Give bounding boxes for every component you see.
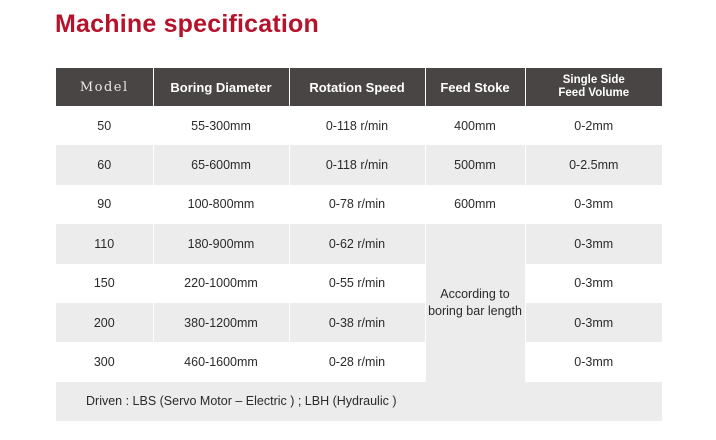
header-feed-volume-line2: Feed Volume (558, 87, 630, 99)
footer-driven-note: Driven : LBS (Servo Motor – Electric ) ;… (56, 381, 662, 422)
cell-boring-diameter: 55-300mm (153, 106, 290, 146)
cell-model: 110 (56, 224, 154, 264)
cell-boring-diameter: 65-600mm (153, 145, 290, 185)
cell-model: 50 (56, 106, 154, 146)
cell-rotation-speed: 0-55 r/min (289, 263, 426, 303)
cell-feed-volume: 0-2.5mm (525, 145, 662, 185)
table-row: 50 55-300mm 0-118 r/min 400mm 0-2mm (56, 106, 662, 146)
cell-boring-diameter: 460-1600mm (153, 342, 290, 382)
cell-boring-diameter: 380-1200mm (153, 302, 290, 343)
header-feed-volume-line1: Single Side (562, 74, 625, 86)
header-boring-diameter: Boring Diameter (153, 68, 290, 106)
header-feed-volume: Single Side Feed Volume (525, 68, 662, 106)
cell-rotation-speed: 0-28 r/min (289, 342, 426, 382)
cell-model: 150 (56, 263, 154, 303)
cell-rotation-speed: 0-38 r/min (289, 302, 426, 343)
table-row: 300 460-1600mm 0-28 r/min 0-3mm (56, 342, 662, 382)
table-row: 90 100-800mm 0-78 r/min 600mm 0-3mm (56, 184, 662, 225)
header-model: Model (56, 68, 154, 106)
cell-model: 90 (56, 184, 154, 225)
cell-model: 300 (56, 342, 154, 382)
cell-rotation-speed: 0-62 r/min (289, 224, 426, 264)
cell-feed-stoke: 600mm (425, 184, 526, 225)
cell-feed-volume: 0-3mm (525, 263, 662, 303)
cell-rotation-speed: 0-118 r/min (289, 145, 426, 185)
merged-feed-line1: According to (440, 286, 510, 301)
cell-feed-volume: 0-3mm (525, 342, 662, 382)
cell-rotation-speed: 0-78 r/min (289, 184, 426, 225)
spec-table: Model Boring Diameter Rotation Speed Fee… (56, 68, 662, 422)
header-feed-stoke: Feed Stoke (425, 68, 526, 106)
table-footer-row: Driven : LBS (Servo Motor – Electric ) ;… (56, 381, 662, 422)
header-rotation-speed: Rotation Speed (289, 68, 426, 106)
cell-rotation-speed: 0-118 r/min (289, 106, 426, 146)
merged-feed-line2: boring bar length (428, 303, 522, 318)
cell-boring-diameter: 180-900mm (153, 224, 290, 264)
page-title: Machine specification (55, 10, 319, 38)
table-row: 200 380-1200mm 0-38 r/min 0-3mm (56, 302, 662, 343)
cell-model: 200 (56, 302, 154, 343)
cell-feed-volume: 0-2mm (525, 106, 662, 146)
cell-feed-stoke: 500mm (425, 145, 526, 185)
cell-boring-diameter: 220-1000mm (153, 263, 290, 303)
table-header-row: Model Boring Diameter Rotation Speed Fee… (56, 68, 662, 106)
cell-feed-volume: 0-3mm (525, 184, 662, 225)
cell-boring-diameter: 100-800mm (153, 184, 290, 225)
table-row: 60 65-600mm 0-118 r/min 500mm 0-2.5mm (56, 145, 662, 185)
cell-feed-volume: 0-3mm (525, 224, 662, 264)
table-row: 110 180-900mm 0-62 r/min According to bo… (56, 224, 662, 382)
cell-model: 60 (56, 145, 154, 185)
cell-feed-stoke: 400mm (425, 106, 526, 146)
cell-feed-volume: 0-3mm (525, 302, 662, 343)
cell-feed-stoke-merged: According to boring bar length (425, 224, 526, 382)
table-row: 150 220-1000mm 0-55 r/min 0-3mm (56, 263, 662, 303)
